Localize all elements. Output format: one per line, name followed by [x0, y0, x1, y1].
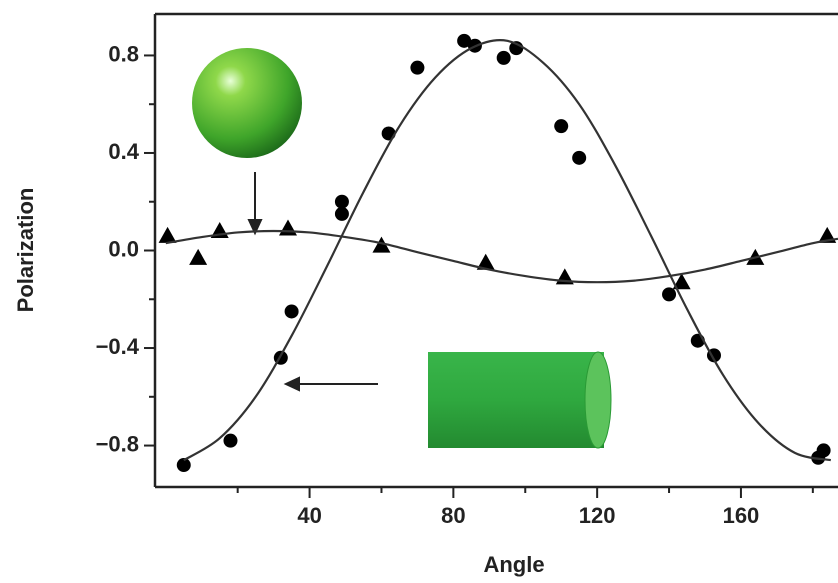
cylinder-illustration: [428, 352, 604, 448]
data-point: [279, 220, 297, 236]
data-point: [285, 304, 299, 318]
page: Angle Polarization 40 80 120 160 −0.8 −0.4 0.0…: [0, 0, 838, 583]
data-point: [410, 61, 424, 75]
data-point: [335, 207, 349, 221]
data-point: [554, 119, 568, 133]
data-point: [497, 51, 511, 65]
arrow: [286, 378, 378, 390]
y-tick-label: 0.0: [108, 236, 139, 261]
y-tick-label: −0.4: [96, 334, 140, 359]
data-point: [159, 227, 177, 243]
data-point: [572, 151, 586, 165]
sphere-illustration: [192, 48, 302, 158]
y-tick-label: 0.8: [108, 41, 139, 66]
x-tick-label: 160: [723, 503, 760, 528]
y-tick-label: −0.8: [96, 431, 139, 456]
data-point: [382, 126, 396, 140]
arrow: [249, 172, 261, 233]
y-tick-label: 0.4: [108, 139, 139, 164]
x-tick-label: 120: [579, 503, 616, 528]
data-point: [817, 443, 831, 457]
x-tick-label: 80: [441, 503, 465, 528]
y-axis-label: Polarization: [13, 188, 38, 313]
data-point: [189, 249, 207, 265]
cylinder-end: [585, 352, 611, 448]
x-tick-label: 40: [297, 503, 321, 528]
data-point: [662, 287, 676, 301]
data-point: [223, 434, 237, 448]
data-point: [335, 195, 349, 209]
chart: Angle Polarization 40 80 120 160 −0.8 −0.4 0.0…: [0, 0, 838, 583]
fit-curve: [166, 231, 838, 282]
x-axis-label: Angle: [483, 552, 544, 577]
